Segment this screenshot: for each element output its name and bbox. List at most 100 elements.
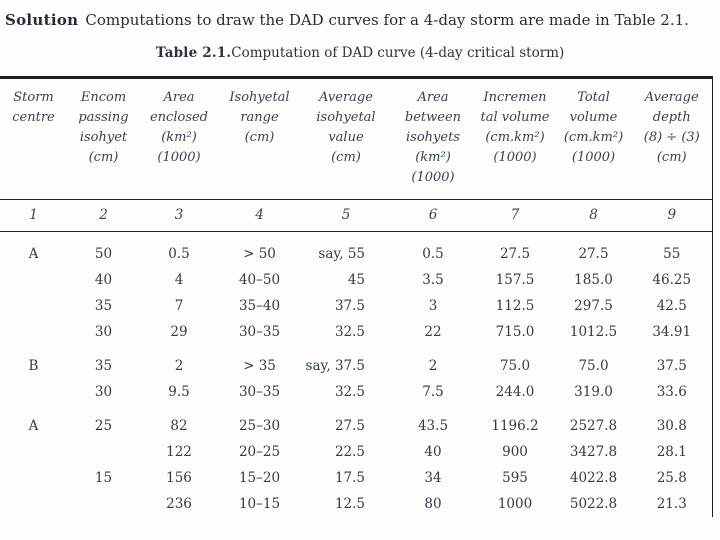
table-cell: 25–30 bbox=[238, 417, 281, 434]
table-cell: 9.5 bbox=[168, 383, 190, 400]
table-cell: A bbox=[28, 245, 39, 262]
table-cell: 34.91 bbox=[652, 323, 692, 340]
table-cell: 27.5 bbox=[334, 417, 365, 434]
table-cell: 7 bbox=[174, 297, 184, 314]
column-number: 7 bbox=[475, 199, 555, 232]
table-cell: 80 bbox=[424, 495, 442, 512]
table-cell: 45 bbox=[347, 271, 365, 288]
table-cell: 22 bbox=[424, 323, 442, 340]
column-header-area-enclosed: Area enclosed (km²) (1000) bbox=[140, 77, 218, 200]
table-cell: 122 bbox=[166, 443, 192, 460]
table-cell: 112.5 bbox=[495, 297, 535, 314]
table-row: 122 20–25 22.5 40 900 3427.8 28.1 bbox=[0, 439, 712, 465]
table-row: 30 29 30–35 32.5 22 715.0 1012.5 34.91 bbox=[0, 319, 712, 345]
header-row: Storm centre Encom passing isohyet (cm) … bbox=[0, 77, 712, 200]
table-cell bbox=[67, 491, 140, 517]
table-cell: 35 bbox=[94, 297, 113, 314]
table-cell: 40 bbox=[94, 271, 113, 288]
table-cell: 2527.8 bbox=[569, 417, 618, 434]
table-cell bbox=[67, 439, 140, 465]
table-cell: 42.5 bbox=[656, 297, 687, 314]
table-cell: 35–40 bbox=[238, 297, 281, 314]
table-cell: 244.0 bbox=[495, 383, 535, 400]
column-header-storm-centre: Storm centre bbox=[0, 77, 67, 200]
table-cell: 30 bbox=[94, 383, 113, 400]
table-cell: 43.5 bbox=[417, 417, 449, 434]
table-cell: > 35 bbox=[243, 357, 276, 374]
table-cell: 4022.8 bbox=[569, 469, 618, 486]
column-header-isohyetal-range: Isohyetal range (cm) bbox=[218, 77, 301, 200]
table-cell: 82 bbox=[170, 417, 188, 434]
table-cell: 0.5 bbox=[422, 245, 444, 262]
table-cell bbox=[0, 465, 67, 491]
table-cell: 34 bbox=[424, 469, 442, 486]
table-cell: 28.1 bbox=[656, 443, 687, 460]
table-cell bbox=[0, 293, 67, 319]
table-cell: 3427.8 bbox=[569, 443, 618, 460]
table-row: 35 7 35–40 37.5 3 112.5 297.5 42.5 bbox=[0, 293, 712, 319]
table-row: 236 10–15 12.5 80 1000 5022.8 21.3 bbox=[0, 491, 712, 517]
table-cell bbox=[0, 379, 67, 405]
table-cell: 3 bbox=[428, 297, 438, 314]
table-cell: 35 bbox=[94, 357, 113, 374]
table-cell: 15 bbox=[94, 469, 113, 486]
table-cell: 7.5 bbox=[422, 383, 444, 400]
column-header-incremental-volume: Incremen tal volume (cm.km²) (1000) bbox=[475, 77, 555, 200]
table-cell: 25.8 bbox=[656, 469, 687, 486]
column-number: 8 bbox=[555, 199, 632, 232]
table-cell bbox=[0, 267, 67, 293]
table-cell: 595 bbox=[502, 469, 528, 486]
table-cell: 20–25 bbox=[238, 443, 281, 460]
solution-label: Solution bbox=[5, 11, 79, 29]
table-cell: 10–15 bbox=[238, 495, 281, 512]
table-cell: 37.5 bbox=[656, 357, 687, 374]
table-cell: 30–35 bbox=[238, 383, 281, 400]
table-cell: 4 bbox=[174, 271, 184, 288]
table-cell: 236 bbox=[166, 495, 192, 512]
table-cell: 297.5 bbox=[574, 297, 613, 314]
table-cell: 46.25 bbox=[652, 271, 692, 288]
table-cell: say, 37.5 bbox=[305, 357, 365, 374]
table-cell: 2 bbox=[174, 357, 184, 374]
table-cell: B bbox=[28, 357, 39, 374]
table-cell: 32.5 bbox=[334, 383, 365, 400]
column-number: 2 bbox=[67, 199, 140, 232]
column-number: 5 bbox=[301, 199, 391, 232]
dad-computation-table: Storm centre Encom passing isohyet (cm) … bbox=[0, 75, 713, 517]
column-number: 4 bbox=[218, 199, 301, 232]
table-cell: 75.0 bbox=[499, 357, 531, 374]
solution-paragraph: Solution Computations to draw the DAD cur… bbox=[0, 11, 720, 30]
table-cell: 715.0 bbox=[495, 323, 535, 340]
table-cell: > 50 bbox=[243, 245, 276, 262]
table-row: 40 4 40–50 45 3.5 157.5 185.0 46.25 bbox=[0, 267, 712, 293]
table-cell: 29 bbox=[170, 323, 188, 340]
column-number: 1 bbox=[0, 199, 67, 232]
table-cell: 40–50 bbox=[238, 271, 281, 288]
table-cell: 1012.5 bbox=[569, 323, 618, 340]
table-cell: 75.0 bbox=[578, 357, 609, 374]
table-cell: 157.5 bbox=[495, 271, 535, 288]
column-header-encompassing-isohyet: Encom passing isohyet (cm) bbox=[67, 77, 140, 200]
column-header-area-between-isohyets: Area between isohyets (km²) (1000) bbox=[391, 77, 475, 200]
table-cell: 156 bbox=[166, 469, 192, 486]
column-header-average-isohyetal-value: Average isohyetal value (cm) bbox=[301, 77, 391, 200]
table-cell: 12.5 bbox=[334, 495, 365, 512]
table-cell: 0.5 bbox=[168, 245, 190, 262]
table-cell: 22.5 bbox=[334, 443, 365, 460]
solution-text: Computations to draw the DAD curves for … bbox=[85, 11, 689, 29]
column-number: 6 bbox=[391, 199, 475, 232]
table-cell: 30 bbox=[94, 323, 113, 340]
table-cell: 319.0 bbox=[574, 383, 613, 400]
table-cell: 40 bbox=[424, 443, 442, 460]
column-header-total-volume: Total volume (cm.km²) (1000) bbox=[555, 77, 632, 200]
table-row: A 25 82 25–30 27.5 43.5 1196.2 2527.8 30… bbox=[0, 405, 712, 439]
table-cell bbox=[0, 491, 67, 517]
table-cell: 1196.2 bbox=[491, 417, 539, 434]
table-cell: 15–20 bbox=[238, 469, 281, 486]
caption-label: Table 2.1. bbox=[155, 44, 232, 61]
table-cell: 3.5 bbox=[422, 271, 444, 288]
table-cell: 30.8 bbox=[656, 417, 687, 434]
table-cell: 50 bbox=[94, 245, 113, 262]
table-cell bbox=[0, 319, 67, 345]
